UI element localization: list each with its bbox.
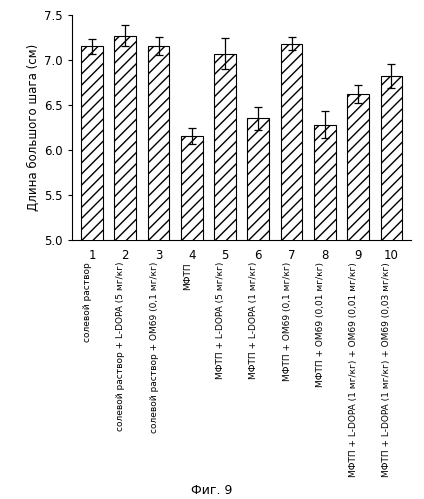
Text: солевой раствор + ОМ69 (0,1 мг/кг): солевой раствор + ОМ69 (0,1 мг/кг) [150,262,159,433]
Bar [380,76,402,499]
Bar [181,136,203,499]
Text: МФТП + L-DOPA (1 мг/кг) + ОМ69 (0,03 мг/кг): МФТП + L-DOPA (1 мг/кг) + ОМ69 (0,03 мг/… [382,262,391,477]
Y-axis label: Длина большого шага (см): Длина большого шага (см) [27,43,40,211]
Text: Фиг. 9: Фиг. 9 [191,484,233,497]
Bar [248,118,269,499]
Text: МФТП + L-DOPA (1 мг/кг) + ОМ69 (0,01 мг/кг): МФТП + L-DOPA (1 мг/кг) + ОМ69 (0,01 мг/… [349,262,358,477]
Bar [114,35,136,499]
Text: МФТП + L-DOPA (1 мг/кг): МФТП + L-DOPA (1 мг/кг) [249,262,258,379]
Bar [314,125,336,499]
Bar [347,94,369,499]
Text: МФТП + L-DOPA (5 мг/кг): МФТП + L-DOPA (5 мг/кг) [216,262,225,379]
Text: МФТП + ОМ69 (0,01 мг/кг): МФТП + ОМ69 (0,01 мг/кг) [316,262,325,387]
Bar [281,44,302,499]
Bar [214,53,236,499]
Text: МФТП: МФТП [183,262,192,289]
Bar [81,46,103,499]
Bar [148,46,169,499]
Text: солевой раствор + L-DOPA (5 мг/кг): солевой раствор + L-DOPA (5 мг/кг) [116,262,125,432]
Text: солевой раствор: солевой раствор [83,262,92,342]
Text: МФТП + ОМ69 (0,1 мг/кг): МФТП + ОМ69 (0,1 мг/кг) [282,262,292,381]
